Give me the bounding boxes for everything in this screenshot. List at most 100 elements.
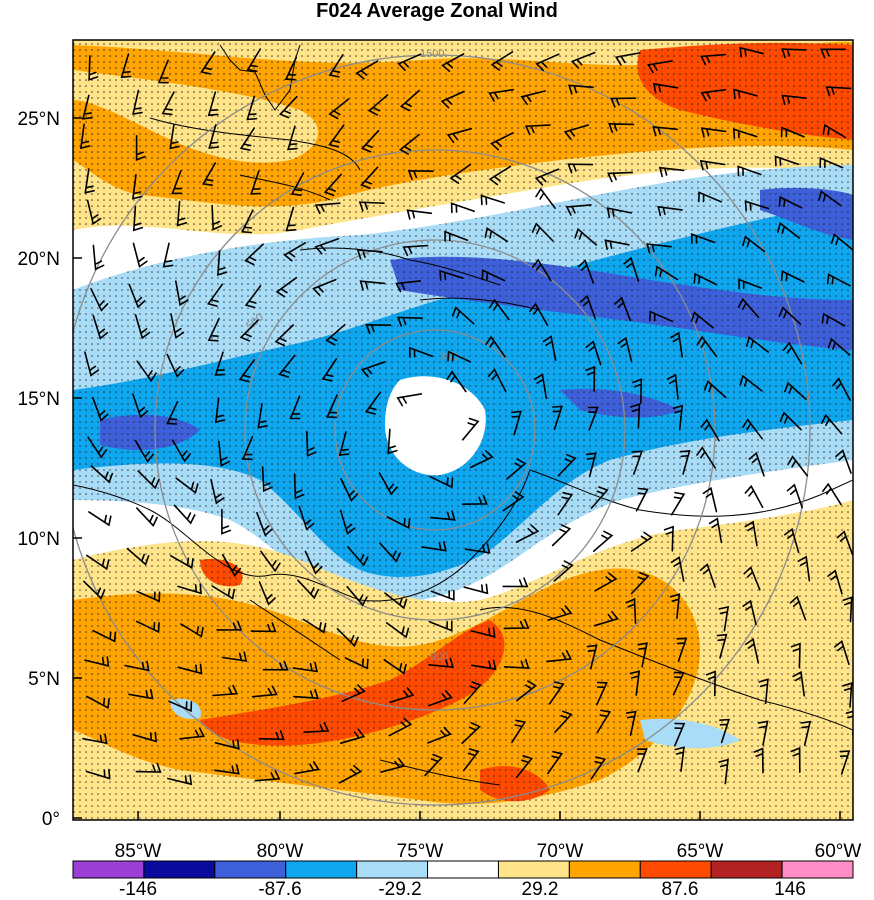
wind-barb (244, 243, 264, 266)
wind-barb (364, 391, 382, 415)
wind-barb (261, 466, 273, 493)
wind-barb (820, 413, 843, 435)
wind-barb (732, 128, 758, 139)
radius-contour-900 (154, 149, 716, 711)
wind-barb (212, 684, 239, 697)
wind-barb (753, 747, 764, 774)
colorbar-label: -29.2 (378, 879, 421, 900)
wind-barb (90, 465, 114, 484)
wind-barb (84, 351, 100, 377)
wind-barb (251, 685, 278, 698)
colorbar-swatch (781, 860, 854, 879)
wind-barb (427, 726, 452, 744)
wind-barb (306, 430, 317, 457)
wind-barb (827, 569, 843, 595)
wind-barb (464, 543, 491, 554)
wind-barb (744, 520, 758, 547)
wind-barb (781, 48, 807, 59)
wind-barb (630, 571, 650, 595)
wind-barb (535, 53, 560, 72)
wind-barb (396, 393, 423, 407)
wind-barb (275, 276, 298, 298)
wind-barb (81, 94, 93, 120)
wind-barb (430, 589, 455, 601)
wind-barb (463, 681, 482, 704)
wind-barb (135, 135, 146, 161)
wind-barb (162, 242, 174, 268)
wind-barb (826, 273, 851, 287)
wind-barb (784, 527, 800, 554)
contour-label-1500: 1500 (420, 48, 444, 60)
radius-contour-500 (244, 239, 626, 621)
wind-barb (285, 206, 297, 232)
wind-barb (835, 449, 852, 474)
wind-barb (347, 546, 369, 567)
wind-barb (356, 249, 383, 260)
wind-barb (511, 719, 527, 744)
wind-barb (488, 298, 510, 321)
x-tick-75w: 75°W (397, 841, 444, 862)
colorbar-swatch (285, 860, 358, 879)
wind-barb (383, 658, 407, 675)
wind-barb (737, 297, 760, 319)
wind-barb (360, 166, 379, 189)
wind-barb (284, 56, 298, 81)
wind-barb (699, 563, 716, 588)
wind-barb (84, 656, 110, 667)
wind-barb (515, 524, 540, 543)
wind-barb (488, 165, 512, 186)
wind-barb (503, 658, 530, 669)
wind-barb (670, 331, 683, 358)
wind-barb (161, 91, 175, 116)
wind-barb (757, 720, 769, 746)
wind-barb (380, 757, 406, 773)
wind-barb (636, 748, 648, 773)
x-tick-60w: 60°W (815, 841, 862, 862)
wind-barb (171, 170, 183, 195)
wind-barb (630, 531, 653, 552)
wind-barb (177, 583, 202, 595)
wind-barb (278, 95, 298, 119)
wind-barb (388, 717, 413, 737)
wind-barb (378, 472, 398, 496)
wind-barb (490, 132, 514, 151)
wind-barb (428, 657, 454, 669)
wind-barb (596, 681, 608, 706)
wind-barb (705, 670, 716, 697)
wind-barb (672, 671, 685, 696)
wind-barb (83, 580, 106, 600)
wind-barb (531, 258, 552, 282)
colorbar-swatch (710, 860, 783, 879)
wind-barb (693, 272, 718, 286)
contour-label-900: 900 (430, 651, 448, 663)
wind-barb (341, 684, 366, 702)
wind-barb (463, 583, 489, 595)
wind-barb (358, 201, 385, 212)
wind-barb (92, 397, 109, 422)
wind-barb (399, 89, 421, 112)
wind-barb (842, 596, 853, 623)
wind-barb (338, 431, 350, 457)
wind-barb (797, 555, 811, 582)
wind-barb (214, 739, 240, 750)
wind-barb (439, 269, 464, 281)
wind-barb (250, 170, 261, 195)
wind-barb (92, 629, 117, 643)
wind-barb (395, 280, 422, 293)
radius-contour-300 (334, 329, 536, 531)
wind-barb (461, 417, 480, 441)
wind-barb (637, 642, 648, 668)
wind-barb (450, 202, 475, 214)
wind-barb (86, 554, 110, 571)
wind-barb (485, 335, 506, 358)
wind-barb (257, 403, 268, 429)
wind-barb (336, 628, 359, 648)
wind-barb (607, 171, 634, 183)
wind-barb (534, 168, 560, 186)
wind-barb (590, 756, 607, 780)
x-tick-65w: 65°W (677, 841, 724, 862)
wind-barb (608, 122, 635, 134)
wind-barb (136, 620, 160, 634)
colorbar-label: 87.6 (662, 879, 699, 900)
wind-barb (440, 90, 465, 109)
